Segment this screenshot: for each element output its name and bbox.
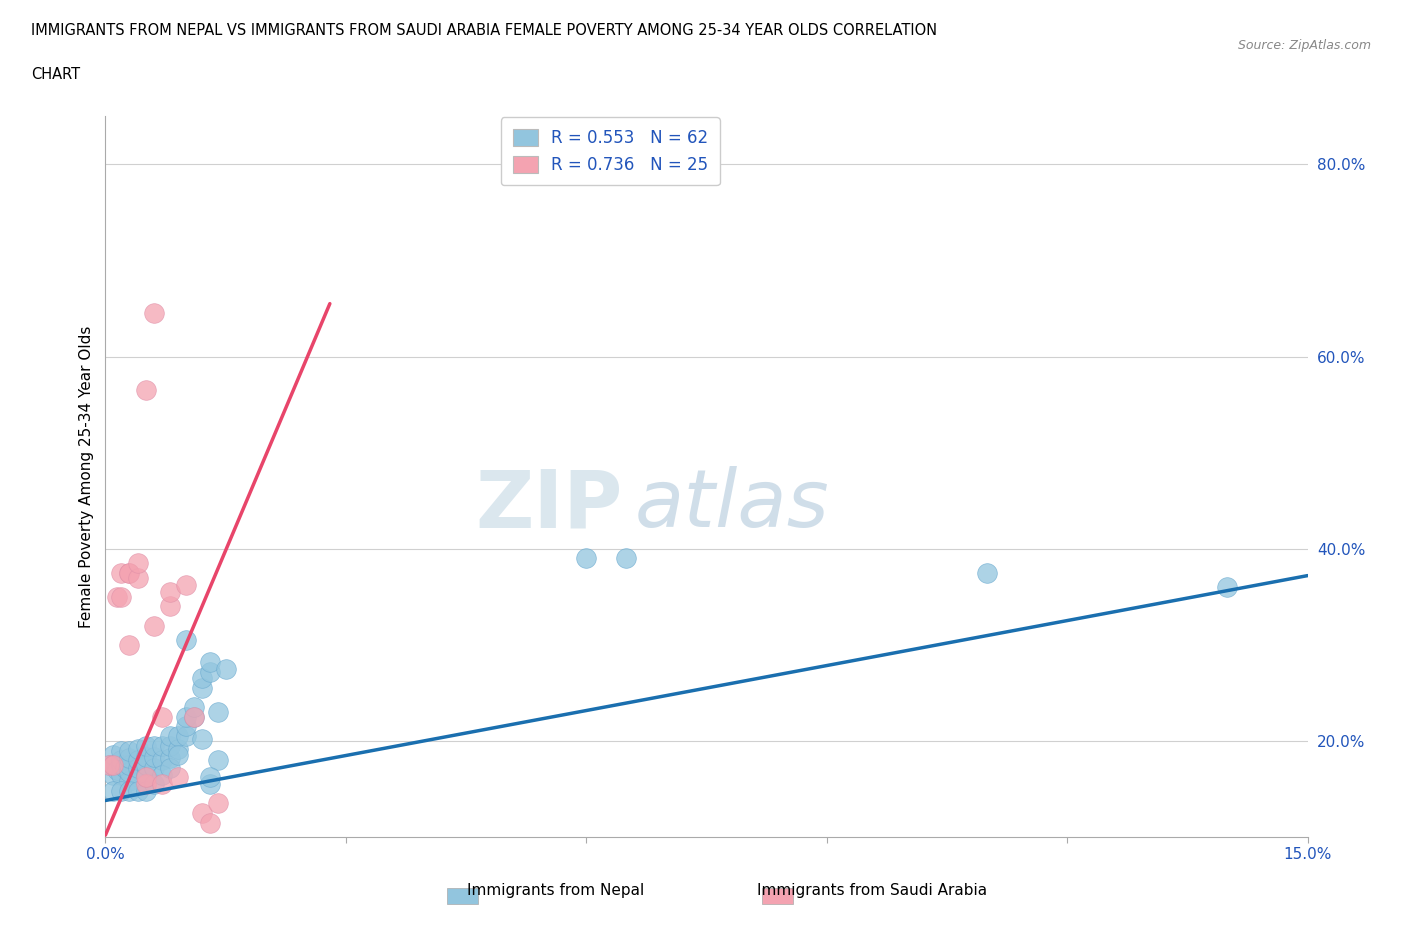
Y-axis label: Female Poverty Among 25-34 Year Olds: Female Poverty Among 25-34 Year Olds — [79, 326, 94, 628]
Point — [103, 757, 125, 772]
Point — [150, 767, 173, 782]
Point — [1216, 579, 1239, 594]
Point — [118, 764, 141, 779]
Point — [174, 710, 197, 724]
Point — [110, 743, 132, 758]
Point — [166, 748, 188, 763]
Point — [159, 751, 181, 765]
Point — [150, 710, 173, 724]
Point — [127, 770, 149, 785]
Text: IMMIGRANTS FROM NEPAL VS IMMIGRANTS FROM SAUDI ARABIA FEMALE POVERTY AMONG 25-34: IMMIGRANTS FROM NEPAL VS IMMIGRANTS FROM… — [31, 23, 936, 38]
Point — [142, 761, 165, 776]
Point — [107, 590, 129, 604]
Point — [110, 590, 132, 604]
Point — [118, 743, 141, 758]
Point — [135, 738, 157, 753]
Point — [98, 757, 121, 772]
Point — [135, 750, 157, 764]
Point — [135, 783, 157, 798]
Text: Source: ZipAtlas.com: Source: ZipAtlas.com — [1237, 39, 1371, 52]
Point — [159, 585, 181, 600]
Point — [976, 565, 998, 580]
Point — [127, 570, 149, 585]
Point — [118, 565, 141, 580]
Point — [103, 748, 125, 763]
Point — [159, 729, 181, 744]
Point — [183, 700, 205, 715]
Point — [107, 763, 129, 777]
Point — [135, 770, 157, 785]
Point — [190, 681, 212, 696]
Legend: R = 0.553   N = 62, R = 0.736   N = 25: R = 0.553 N = 62, R = 0.736 N = 25 — [501, 117, 720, 185]
Point — [575, 551, 598, 565]
Point — [110, 783, 132, 798]
Point — [127, 783, 149, 798]
Point — [183, 710, 205, 724]
Point — [159, 761, 181, 776]
Point — [103, 783, 125, 798]
Point — [150, 738, 173, 753]
Point — [118, 783, 141, 798]
Point — [174, 578, 197, 592]
Point — [174, 729, 197, 744]
Point — [150, 752, 173, 767]
Point — [198, 664, 221, 679]
Point — [142, 777, 165, 791]
Point — [118, 774, 141, 789]
Point — [142, 738, 165, 753]
Text: ZIP: ZIP — [475, 467, 623, 544]
Point — [110, 757, 132, 772]
Point — [198, 770, 221, 785]
Point — [198, 777, 221, 791]
Point — [127, 741, 149, 756]
Point — [616, 551, 638, 565]
Point — [166, 729, 188, 744]
Point — [110, 767, 132, 782]
Text: CHART: CHART — [31, 67, 80, 82]
Point — [159, 599, 181, 614]
Point — [127, 761, 149, 776]
Point — [190, 732, 212, 747]
Point — [135, 757, 157, 772]
Point — [142, 618, 165, 633]
Point — [174, 632, 197, 647]
Text: atlas: atlas — [634, 467, 830, 544]
Point — [183, 710, 205, 724]
Point — [127, 556, 149, 571]
Point — [207, 705, 229, 720]
Point — [118, 751, 141, 765]
Point — [118, 637, 141, 652]
Point — [166, 770, 188, 785]
Point — [135, 767, 157, 782]
Point — [174, 719, 197, 734]
Point — [98, 757, 121, 772]
Point — [198, 655, 221, 670]
Point — [118, 757, 141, 772]
Point — [135, 383, 157, 398]
Point — [207, 752, 229, 767]
Text: Immigrants from Saudi Arabia: Immigrants from Saudi Arabia — [756, 883, 987, 897]
Point — [103, 757, 125, 772]
Point — [190, 671, 212, 686]
Point — [103, 767, 125, 782]
Point — [135, 777, 157, 791]
Point — [142, 306, 165, 321]
Point — [142, 750, 165, 764]
Point — [159, 738, 181, 753]
Point — [190, 805, 212, 820]
Point — [214, 661, 236, 676]
Point — [110, 565, 132, 580]
Text: Immigrants from Nepal: Immigrants from Nepal — [467, 883, 644, 897]
Point — [110, 752, 132, 767]
Point — [150, 777, 173, 791]
Point — [166, 741, 188, 756]
Point — [127, 752, 149, 767]
Point — [198, 815, 221, 830]
Point — [118, 565, 141, 580]
Point — [114, 761, 136, 776]
Point — [207, 796, 229, 811]
